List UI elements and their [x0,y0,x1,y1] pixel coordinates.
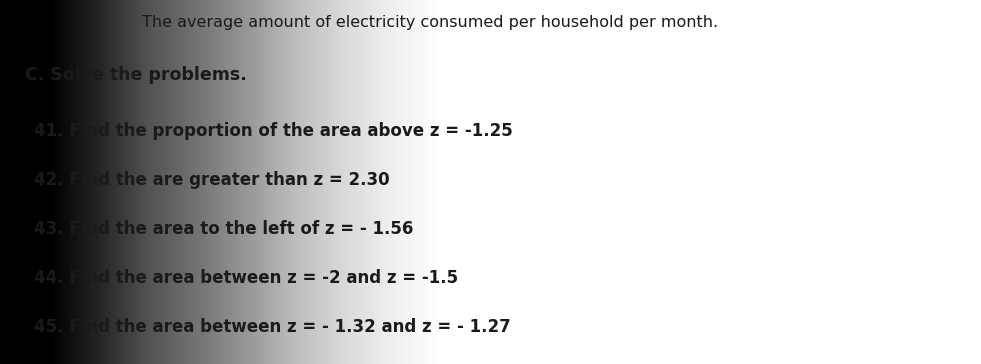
Text: 45. Find the area between z = - 1.32 and z = - 1.27: 45. Find the area between z = - 1.32 and… [34,318,511,336]
Text: The average amount of electricity consumed per household per month.: The average amount of electricity consum… [142,15,718,29]
Text: 41. Find the proportion of the area above z = -1.25: 41. Find the proportion of the area abov… [34,122,513,140]
Text: C. Solve the problems.: C. Solve the problems. [25,66,246,83]
Text: 43. Find the area to the left of z = - 1.56: 43. Find the area to the left of z = - 1… [34,220,414,238]
Text: 44. Find the area between z = -2 and z = -1.5: 44. Find the area between z = -2 and z =… [34,269,458,287]
Text: 42. Find the are greater than z = 2.30: 42. Find the are greater than z = 2.30 [34,171,390,189]
